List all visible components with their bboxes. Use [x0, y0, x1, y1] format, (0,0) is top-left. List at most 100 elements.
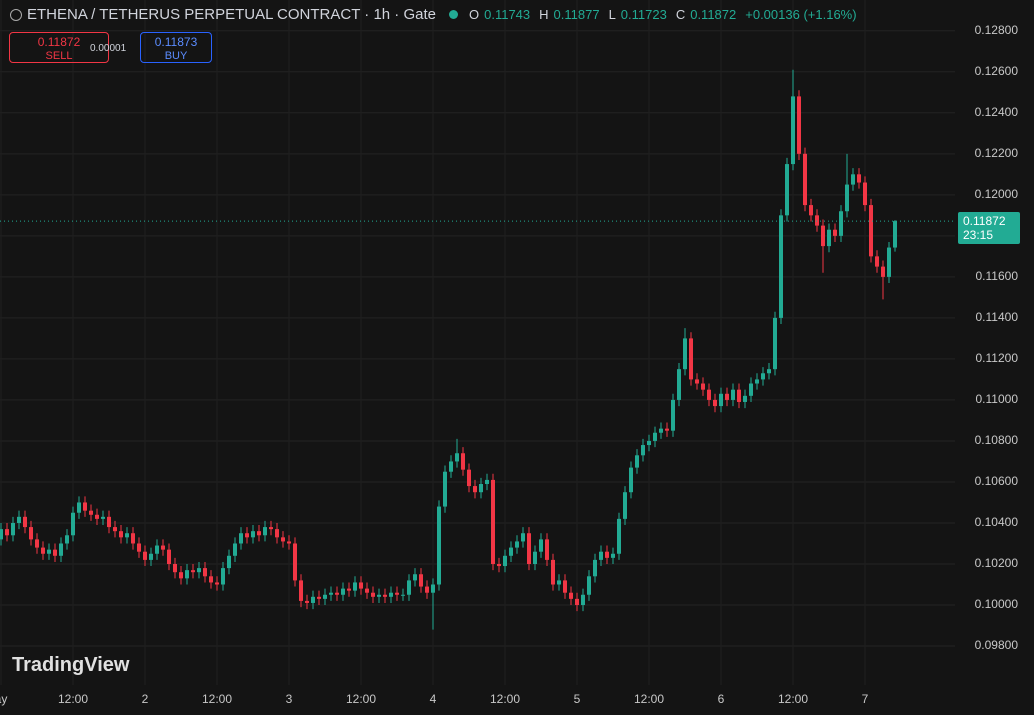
- candle-body: [713, 399, 717, 407]
- candle-body: [23, 516, 27, 528]
- buy-label: BUY: [164, 50, 188, 62]
- y-tick-label: 0.12200: [975, 146, 1019, 160]
- candle-body: [47, 549, 51, 554]
- candle-body: [557, 580, 561, 585]
- y-tick-label: 0.10600: [975, 474, 1019, 488]
- candle-body: [737, 389, 741, 402]
- candle-body: [599, 551, 603, 560]
- candle-body: [515, 541, 519, 548]
- candle-body: [125, 533, 129, 538]
- candle-body: [305, 600, 309, 603]
- buy-button[interactable]: 0.11873 BUY: [140, 32, 212, 63]
- y-tick-label: 0.11600: [976, 269, 1019, 283]
- candle-body: [653, 432, 657, 441]
- candle-body: [41, 547, 45, 554]
- candle-body: [257, 531, 261, 536]
- candle-body: [725, 393, 729, 400]
- candle-body: [815, 215, 819, 226]
- candle-body: [707, 389, 711, 400]
- candle-body: [575, 598, 579, 606]
- candle-body: [797, 96, 801, 154]
- candle-body: [401, 594, 405, 596]
- candle-body: [203, 568, 207, 577]
- spread: 0.00001: [90, 43, 127, 54]
- candle-body: [239, 533, 243, 544]
- candle-body: [251, 531, 255, 538]
- candle-body: [785, 164, 789, 216]
- candle-body: [857, 174, 861, 183]
- candle-body: [863, 182, 867, 206]
- candle-body: [35, 539, 39, 548]
- axis-panel: [955, 0, 1034, 715]
- x-tick-label: 5: [574, 692, 581, 706]
- candle-body: [875, 256, 879, 267]
- candle-body: [671, 399, 675, 431]
- candle-body: [887, 247, 891, 277]
- candle-body: [479, 484, 483, 493]
- y-tick-label: 0.12000: [975, 187, 1019, 201]
- candle-body: [563, 580, 567, 593]
- brand-logo: TradingView: [12, 654, 130, 676]
- countdown: 23:15: [963, 228, 994, 243]
- legend-value: 0.11723: [620, 7, 667, 22]
- candle-body: [821, 225, 825, 247]
- candle-body: [215, 582, 219, 585]
- y-tick-label: 0.11400: [976, 310, 1019, 324]
- candle-body: [431, 584, 435, 593]
- candle-body: [209, 576, 213, 583]
- candle-body: [0, 529, 3, 540]
- candle-body: [701, 383, 705, 390]
- candle-body: [761, 373, 765, 380]
- candle-body: [317, 596, 321, 599]
- candle-body: [569, 592, 573, 599]
- legend-key: H: [539, 7, 549, 22]
- candle-body: [629, 467, 633, 493]
- candle-body: [839, 211, 843, 236]
- candle-body: [233, 543, 237, 556]
- x-tick-label: 12:00: [346, 692, 376, 706]
- candle-body: [767, 369, 771, 374]
- candle-body: [791, 96, 795, 165]
- legend-key: C: [675, 7, 686, 22]
- candle-body: [659, 428, 663, 433]
- candle-body: [449, 461, 453, 472]
- candle-body: [623, 492, 627, 519]
- x-tick-label: 4: [430, 692, 437, 706]
- candle-body: [323, 594, 327, 599]
- legend-value: 0.11877: [553, 7, 600, 22]
- candle-body: [437, 506, 441, 585]
- candle-body: [773, 317, 777, 370]
- candle-body: [833, 229, 837, 236]
- candle-body: [491, 479, 495, 564]
- candle-body: [425, 586, 429, 593]
- candle-body: [383, 594, 387, 597]
- candle-body: [719, 393, 723, 407]
- x-tick-label: 7: [862, 692, 869, 706]
- candle-body: [611, 553, 615, 558]
- y-tick-label: 0.10400: [975, 515, 1019, 529]
- candle-body: [329, 592, 333, 595]
- legend-key: O: [468, 7, 480, 22]
- candle-body: [509, 547, 513, 556]
- candle-body: [605, 551, 609, 558]
- candle-body: [539, 539, 543, 552]
- candle-body: [149, 553, 153, 560]
- candle-body: [287, 541, 291, 544]
- y-tick-label: 0.11200: [976, 351, 1019, 365]
- candle-body: [53, 549, 57, 556]
- sell-button[interactable]: 0.11872 SELL: [9, 32, 109, 63]
- candle-body: [455, 453, 459, 462]
- candle-body: [113, 527, 117, 532]
- candle-body: [293, 543, 297, 581]
- y-tick-label: 0.10800: [975, 433, 1019, 447]
- candle-body: [161, 545, 165, 550]
- candle-body: [167, 549, 171, 564]
- candle-body: [197, 568, 201, 573]
- candle-body: [221, 568, 225, 585]
- y-tick-label: 0.09800: [975, 638, 1019, 652]
- candle-body: [311, 596, 315, 603]
- candle-body: [545, 539, 549, 560]
- candle-body: [881, 266, 885, 277]
- candle-body: [59, 543, 63, 556]
- legend-key: L: [608, 7, 616, 22]
